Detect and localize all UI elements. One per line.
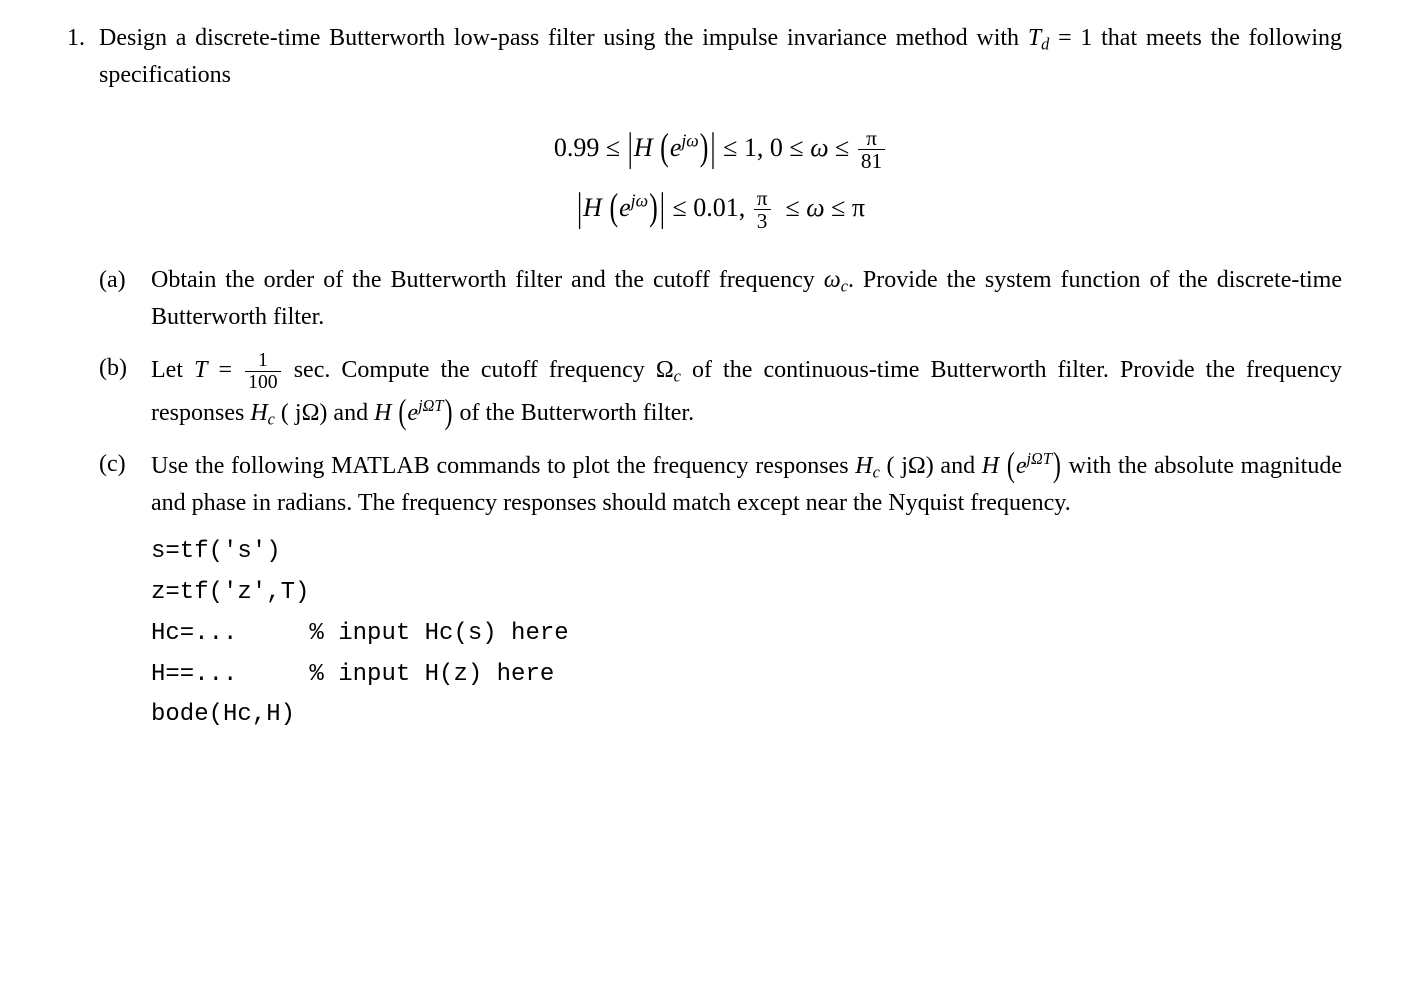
b-H2-H: H — [374, 400, 391, 426]
spec2-omega: ω — [806, 193, 824, 222]
a-omega-sub: c — [841, 277, 848, 296]
abs-bar-icon: | — [576, 162, 583, 255]
b-Hc: Hc ( jΩ) — [250, 400, 327, 426]
paren-icon: ) — [648, 165, 659, 252]
b-and: and — [327, 400, 374, 426]
paren-icon: ( — [608, 165, 619, 252]
matlab-code: s=tf('s') z=tf('z',T) Hc=... % input Hc(… — [151, 532, 1342, 736]
abs-bar-icon: | — [627, 102, 634, 195]
intro-td: Td = 1 — [1028, 25, 1093, 51]
subpart-a: (a) Obtain the order of the Butterworth … — [99, 262, 1342, 336]
b-text-4: of the Butterworth filter. — [453, 400, 694, 426]
paren-icon: ( — [1006, 439, 1016, 493]
spec2-frac: π3 — [754, 187, 771, 233]
spec1-exp-text: jω — [681, 131, 698, 151]
page: 1. Design a discrete-time Butterworth lo… — [0, 0, 1412, 1005]
code-line-5: bode(Hc,H) — [151, 701, 295, 728]
b-H: H (ejΩT) — [374, 400, 453, 426]
spec2-end: ≤ π — [825, 193, 865, 222]
spec2-H: H — [583, 193, 602, 222]
b-Hc-arg: ( jΩ) — [275, 400, 328, 426]
problem-1: 1. Design a discrete-time Butterworth lo… — [55, 20, 1342, 750]
b-Omega-c-sub: c — [674, 367, 681, 386]
code-line-4: H==... % input H(z) here — [151, 661, 554, 688]
spec1-leq: ≤ — [829, 133, 856, 162]
c-Hc-H: H — [855, 453, 872, 479]
intro-text-1: Design a discrete-time Butterworth low-p… — [99, 25, 1028, 51]
spec1-H: H — [634, 133, 653, 162]
c-H2-e: e — [1016, 453, 1027, 479]
problem-intro: Design a discrete-time Butterworth low-p… — [99, 20, 1342, 94]
abs-bar-icon: | — [659, 162, 666, 255]
paren-icon: ) — [699, 105, 710, 192]
spec2-frac-num: π — [754, 187, 771, 209]
spec1-lhs: 0.99 ≤ — [554, 133, 627, 162]
td-eq: = 1 — [1049, 25, 1092, 51]
b-T: T — [194, 357, 207, 383]
c-Hc: Hc ( jΩ) — [855, 453, 934, 479]
subpart-a-body: Obtain the order of the Butterworth filt… — [151, 262, 1342, 336]
b-Hc-sub: c — [268, 409, 275, 428]
b-text-1: Let — [151, 357, 194, 383]
b-H2-exp: jΩT — [418, 396, 443, 415]
c-Hc-arg: ( jΩ) — [880, 453, 934, 479]
code-line-1: s=tf('s') — [151, 538, 281, 565]
subpart-c-body: Use the following MATLAB commands to plo… — [151, 446, 1342, 736]
c-H2-exp-text: jΩT — [1027, 449, 1052, 468]
b-frac-den: 100 — [245, 371, 281, 393]
spec1-frac-num: π — [858, 127, 885, 149]
b-text-2: sec. Compute the cutoff frequency Ω — [283, 357, 674, 383]
subparts: (a) Obtain the order of the Butterworth … — [99, 262, 1342, 736]
subpart-c-label: (c) — [99, 446, 139, 736]
subpart-c: (c) Use the following MATLAB commands to… — [99, 446, 1342, 736]
c-H2-exp: jΩT — [1027, 449, 1052, 468]
spec2-e: e — [619, 193, 631, 222]
spec1-omega: ω — [810, 133, 828, 162]
b-frac: 1100 — [245, 350, 281, 392]
spec1-mid: ≤ 1, 0 ≤ — [717, 133, 811, 162]
subpart-b: (b) Let T = 1100 sec. Compute the cutoff… — [99, 350, 1342, 432]
paren-icon: ) — [443, 386, 453, 440]
problem-number: 1. — [55, 20, 85, 750]
b-frac-num: 1 — [245, 350, 281, 371]
spec2-mid: ≤ 0.01, — [666, 193, 752, 222]
b-Hc-H: H — [250, 400, 267, 426]
b-eq: = — [207, 357, 243, 383]
spec-equations: 0.99 ≤ |H (ejω)| ≤ 1, 0 ≤ ω ≤ π81 |H (ej… — [99, 118, 1342, 238]
td-var: T — [1028, 25, 1041, 51]
c-text-1: Use the following MATLAB commands to plo… — [151, 453, 855, 479]
paren-icon: ( — [397, 386, 407, 440]
b-H2-exp-text: jΩT — [418, 396, 443, 415]
spec1-frac-den: 81 — [858, 149, 885, 172]
c-H2-H: H — [982, 453, 999, 479]
code-line-3: Hc=... % input Hc(s) here — [151, 620, 569, 647]
code-line-2: z=tf('z',T) — [151, 579, 309, 606]
spec1-frac: π81 — [858, 127, 885, 173]
a-text-1: Obtain the order of the Butterworth filt… — [151, 267, 824, 293]
c-and: and — [934, 453, 982, 479]
spec1-exp: jω — [681, 131, 698, 151]
spec-line-2: |H (ejω)| ≤ 0.01, π3 ≤ ω ≤ π — [99, 178, 1342, 238]
subpart-a-label: (a) — [99, 262, 139, 336]
spec-line-1: 0.99 ≤ |H (ejω)| ≤ 1, 0 ≤ ω ≤ π81 — [99, 118, 1342, 178]
subpart-b-label: (b) — [99, 350, 139, 432]
problem-body: Design a discrete-time Butterworth low-p… — [99, 20, 1342, 750]
spec2-frac-den: 3 — [754, 209, 771, 232]
c-Hc-sub: c — [873, 462, 880, 481]
paren-icon: ) — [1052, 439, 1062, 493]
a-omega-c: ωc — [824, 267, 848, 293]
abs-bar-icon: | — [709, 102, 716, 195]
subpart-b-body: Let T = 1100 sec. Compute the cutoff fre… — [151, 350, 1342, 432]
spec1-e: e — [670, 133, 682, 162]
b-H2-e: e — [407, 400, 418, 426]
b-T-eq: T = 1100 — [194, 357, 283, 383]
c-H: H (ejΩT) — [982, 453, 1062, 479]
a-omega: ω — [824, 267, 841, 293]
